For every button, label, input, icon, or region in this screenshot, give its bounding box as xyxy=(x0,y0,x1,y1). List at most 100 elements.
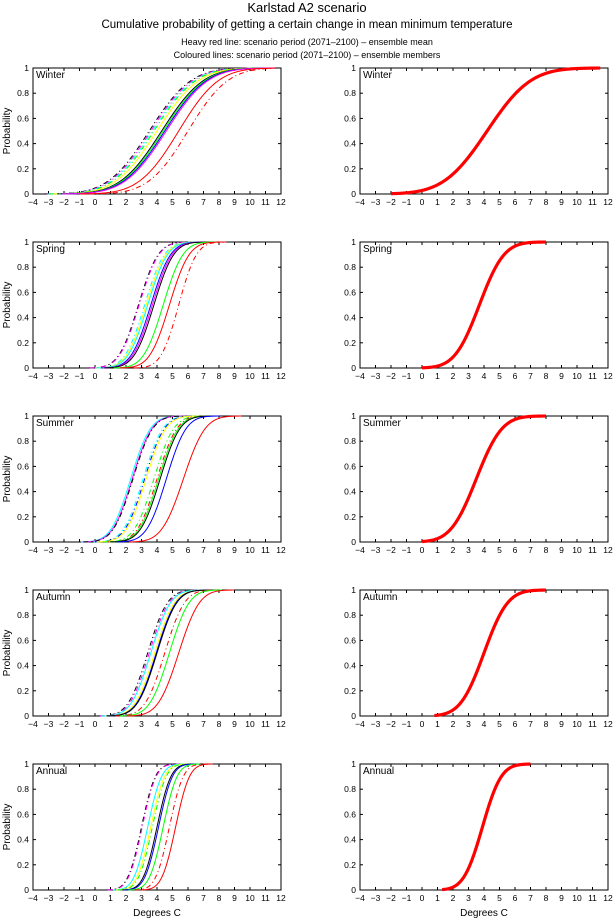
x-tick-label: 12 xyxy=(603,893,613,903)
x-tick-label: −1 xyxy=(402,371,412,381)
x-tick-label: −3 xyxy=(44,545,54,555)
x-tick-label: 5 xyxy=(170,893,175,903)
x-tick-label: 2 xyxy=(124,719,129,729)
y-tick-label: 0.8 xyxy=(17,88,29,98)
x-tick-label: 9 xyxy=(232,893,237,903)
x-tick-label: 6 xyxy=(186,545,191,555)
x-tick-label: 4 xyxy=(482,371,487,381)
x-tick-label: −2 xyxy=(386,719,396,729)
x-tick-label: 10 xyxy=(572,371,582,381)
x-tick-label: 5 xyxy=(497,371,502,381)
x-tick-label: −3 xyxy=(371,893,381,903)
ensemble-member-curve-winter-10 xyxy=(79,67,275,195)
x-tick-label: −1 xyxy=(75,719,85,729)
y-tick-label: 0.4 xyxy=(344,661,356,671)
y-tick-label: 1 xyxy=(24,411,29,421)
x-tick-label: 5 xyxy=(497,545,502,555)
x-tick-label: −4 xyxy=(28,719,38,729)
y-tick-label: 0.6 xyxy=(17,113,29,123)
ensemble-member-curve-autumn-8 xyxy=(119,589,223,717)
x-tick-label: 0 xyxy=(420,719,425,729)
x-tick-label: 5 xyxy=(170,197,175,207)
x-tick-label: 9 xyxy=(232,371,237,381)
ensemble-member-curve-spring-9 xyxy=(113,241,216,369)
x-tick-label: 8 xyxy=(544,893,549,903)
ensemble-member-curve-annual-5 xyxy=(117,763,190,891)
y-tick-label: 1 xyxy=(351,237,356,247)
x-tick-label: 3 xyxy=(466,197,471,207)
y-tick-label: 0 xyxy=(24,363,29,373)
x-tick-label: 6 xyxy=(513,371,518,381)
y-tick-label: 0.6 xyxy=(344,635,356,645)
x-tick-label: 12 xyxy=(276,893,286,903)
y-tick-label: 0.6 xyxy=(344,809,356,819)
y-tick-label: 0.4 xyxy=(17,139,29,149)
x-tick-label: 2 xyxy=(451,545,456,555)
x-tick-label: 12 xyxy=(603,719,613,729)
y-axis-label: Probability xyxy=(2,282,13,329)
x-tick-label: 3 xyxy=(466,371,471,381)
x-tick-label: 4 xyxy=(482,893,487,903)
season-label-autumn: Autumn xyxy=(363,592,397,603)
ensemble-member-curve-summer-10 xyxy=(110,415,213,543)
ensemble-member-curve-summer-7 xyxy=(104,415,207,543)
season-label-autumn: Autumn xyxy=(36,592,70,603)
x-tick-label: −3 xyxy=(371,545,381,555)
x-tick-label: 10 xyxy=(572,719,582,729)
x-tick-label: −2 xyxy=(386,893,396,903)
x-tick-label: 8 xyxy=(544,719,549,729)
season-label-annual: Annual xyxy=(36,766,67,777)
x-tick-label: 3 xyxy=(466,893,471,903)
x-tick-label: 4 xyxy=(155,197,160,207)
x-tick-label: −4 xyxy=(28,893,38,903)
y-tick-label: 0.6 xyxy=(17,809,29,819)
x-tick-label: −1 xyxy=(75,371,85,381)
x-tick-label: 2 xyxy=(124,371,129,381)
x-tick-label: 8 xyxy=(544,197,549,207)
x-tick-label: 0 xyxy=(93,545,98,555)
ensemble-member-curve-winter-5 xyxy=(52,67,268,195)
x-tick-label: −1 xyxy=(402,197,412,207)
x-tick-label: 0 xyxy=(93,197,98,207)
x-tick-label: 8 xyxy=(217,719,222,729)
ensemble-member-curve-annual-2 xyxy=(107,763,180,891)
ensemble-member-curve-spring-1 xyxy=(88,241,192,369)
x-tick-label: −3 xyxy=(44,893,54,903)
y-tick-label: 1 xyxy=(24,237,29,247)
y-tick-label: 0.4 xyxy=(17,661,29,671)
x-tick-label: 11 xyxy=(588,371,597,381)
x-tick-label: 4 xyxy=(155,371,160,381)
y-tick-label: 0.8 xyxy=(344,610,356,620)
y-tick-label: 1 xyxy=(351,63,356,73)
y-tick-label: 0.2 xyxy=(344,164,356,174)
x-tick-label: 9 xyxy=(559,371,564,381)
x-tick-label: 7 xyxy=(201,893,206,903)
ensemble-member-curve-winter-3 xyxy=(48,67,264,195)
x-tick-label: 12 xyxy=(276,371,286,381)
x-tick-label: 1 xyxy=(435,371,440,381)
x-tick-label: −1 xyxy=(75,197,85,207)
y-tick-label: 1 xyxy=(351,585,356,595)
ensemble-mean-curve-summer xyxy=(421,414,547,544)
season-label-spring: Spring xyxy=(36,244,65,255)
x-tick-label: 4 xyxy=(155,719,160,729)
x-tick-label: 7 xyxy=(528,197,533,207)
y-tick-label: 0.2 xyxy=(17,338,29,348)
x-tick-label: −2 xyxy=(59,197,69,207)
x-tick-label: −3 xyxy=(371,371,381,381)
x-tick-label: 3 xyxy=(466,719,471,729)
y-tick-label: 0.8 xyxy=(17,784,29,794)
y-axis-label: Probability xyxy=(2,804,13,851)
x-tick-label: 12 xyxy=(276,545,286,555)
x-tick-label: −1 xyxy=(402,719,412,729)
x-tick-label: 5 xyxy=(170,371,175,381)
x-tick-label: 8 xyxy=(217,197,222,207)
y-tick-label: 0.4 xyxy=(17,313,29,323)
x-tick-label: 10 xyxy=(245,371,255,381)
y-tick-label: 0.2 xyxy=(344,338,356,348)
x-tick-label: 5 xyxy=(170,719,175,729)
x-tick-label: −1 xyxy=(75,545,85,555)
x-tick-label: −3 xyxy=(44,371,54,381)
y-tick-label: 1 xyxy=(24,63,29,73)
ensemble-member-curve-autumn-3 xyxy=(101,589,204,717)
